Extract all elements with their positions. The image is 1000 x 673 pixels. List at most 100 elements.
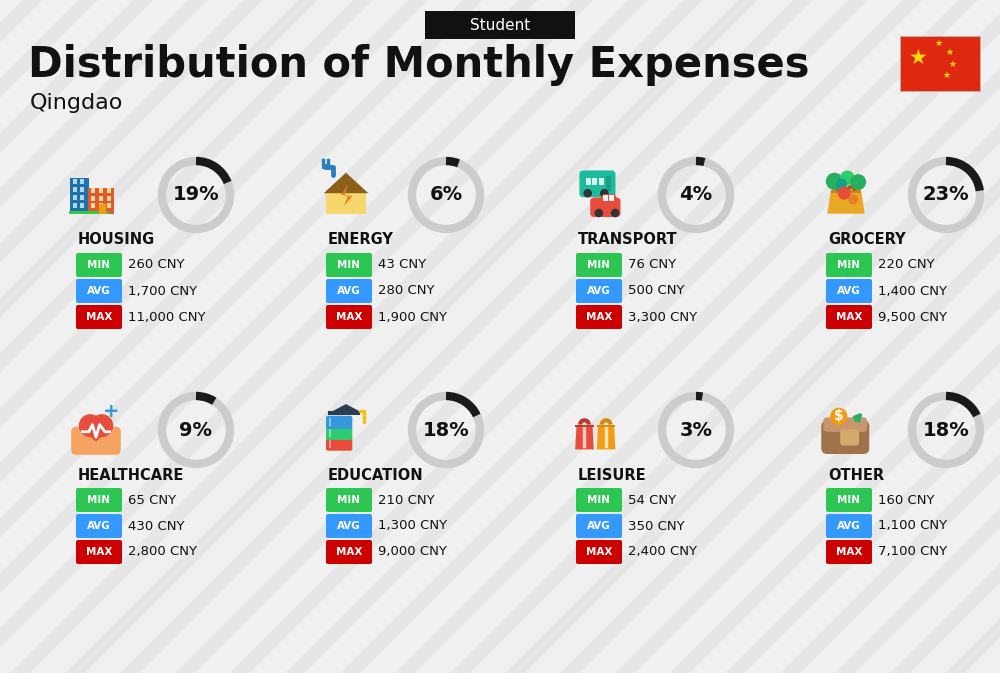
FancyBboxPatch shape bbox=[826, 514, 872, 538]
Bar bbox=[599, 178, 604, 184]
Text: EDUCATION: EDUCATION bbox=[328, 468, 424, 483]
Polygon shape bbox=[332, 404, 360, 411]
Bar bbox=[592, 178, 597, 184]
Text: MAX: MAX bbox=[586, 547, 612, 557]
Bar bbox=[91, 196, 95, 201]
Bar bbox=[99, 204, 106, 214]
Polygon shape bbox=[597, 425, 615, 450]
Text: 6%: 6% bbox=[429, 186, 463, 205]
Text: 9%: 9% bbox=[180, 421, 212, 439]
Text: 1,900 CNY: 1,900 CNY bbox=[378, 310, 447, 324]
Text: LEISURE: LEISURE bbox=[578, 468, 647, 483]
Circle shape bbox=[841, 171, 854, 184]
FancyBboxPatch shape bbox=[826, 540, 872, 564]
FancyBboxPatch shape bbox=[576, 253, 622, 277]
FancyBboxPatch shape bbox=[76, 540, 122, 564]
Text: MAX: MAX bbox=[586, 312, 612, 322]
FancyBboxPatch shape bbox=[826, 305, 872, 329]
FancyBboxPatch shape bbox=[425, 11, 575, 39]
Text: 9,500 CNY: 9,500 CNY bbox=[878, 310, 947, 324]
Polygon shape bbox=[79, 427, 113, 441]
FancyBboxPatch shape bbox=[326, 514, 372, 538]
Bar bbox=[88, 188, 114, 214]
Circle shape bbox=[837, 179, 847, 189]
Bar bbox=[609, 195, 614, 201]
FancyBboxPatch shape bbox=[76, 279, 122, 303]
Circle shape bbox=[831, 409, 847, 424]
FancyBboxPatch shape bbox=[76, 305, 122, 329]
Polygon shape bbox=[575, 425, 594, 450]
Bar bbox=[603, 195, 608, 201]
Text: MIN: MIN bbox=[338, 260, 360, 270]
FancyBboxPatch shape bbox=[326, 253, 372, 277]
FancyBboxPatch shape bbox=[326, 416, 352, 429]
Text: ★: ★ bbox=[948, 60, 956, 69]
Text: AVG: AVG bbox=[837, 286, 861, 296]
Text: 1,700 CNY: 1,700 CNY bbox=[128, 285, 197, 297]
Bar bbox=[329, 419, 331, 427]
Text: Distribution of Monthly Expenses: Distribution of Monthly Expenses bbox=[28, 44, 810, 86]
Bar bbox=[69, 211, 109, 215]
Bar bbox=[73, 179, 77, 184]
Text: 43 CNY: 43 CNY bbox=[378, 258, 426, 271]
Circle shape bbox=[601, 190, 608, 197]
Text: AVG: AVG bbox=[587, 521, 611, 531]
Bar bbox=[329, 440, 331, 448]
FancyBboxPatch shape bbox=[76, 514, 122, 538]
FancyBboxPatch shape bbox=[76, 488, 122, 512]
FancyBboxPatch shape bbox=[840, 429, 859, 446]
Text: ★: ★ bbox=[909, 48, 928, 67]
FancyBboxPatch shape bbox=[76, 253, 122, 277]
Bar bbox=[322, 164, 329, 169]
FancyBboxPatch shape bbox=[326, 305, 372, 329]
Text: 65 CNY: 65 CNY bbox=[128, 493, 176, 507]
Text: 9,000 CNY: 9,000 CNY bbox=[378, 546, 447, 559]
Text: 19%: 19% bbox=[173, 186, 219, 205]
Text: 160 CNY: 160 CNY bbox=[878, 493, 934, 507]
Bar bbox=[80, 187, 84, 192]
Bar bbox=[73, 203, 77, 207]
Text: MAX: MAX bbox=[86, 547, 112, 557]
Text: HOUSING: HOUSING bbox=[78, 232, 155, 248]
Bar bbox=[329, 429, 331, 437]
Bar bbox=[831, 190, 861, 193]
Text: ENERGY: ENERGY bbox=[328, 232, 394, 248]
Bar bbox=[107, 196, 111, 201]
Bar bbox=[70, 178, 89, 214]
Text: MAX: MAX bbox=[336, 547, 362, 557]
Bar bbox=[80, 179, 84, 184]
Text: 2,800 CNY: 2,800 CNY bbox=[128, 546, 197, 559]
Bar bbox=[80, 203, 84, 207]
Text: AVG: AVG bbox=[337, 286, 361, 296]
Circle shape bbox=[611, 209, 619, 217]
FancyBboxPatch shape bbox=[326, 437, 352, 451]
FancyBboxPatch shape bbox=[326, 488, 372, 512]
FancyBboxPatch shape bbox=[576, 488, 622, 512]
Circle shape bbox=[838, 188, 850, 199]
Polygon shape bbox=[341, 184, 352, 207]
Bar bbox=[99, 188, 103, 193]
Text: 11,000 CNY: 11,000 CNY bbox=[128, 310, 206, 324]
Text: 210 CNY: 210 CNY bbox=[378, 493, 435, 507]
Text: +: + bbox=[103, 402, 119, 421]
Text: 7,100 CNY: 7,100 CNY bbox=[878, 546, 947, 559]
Text: 54 CNY: 54 CNY bbox=[628, 493, 676, 507]
Text: 220 CNY: 220 CNY bbox=[878, 258, 935, 271]
Bar bbox=[73, 187, 77, 192]
Text: MAX: MAX bbox=[836, 547, 862, 557]
FancyBboxPatch shape bbox=[590, 197, 621, 217]
FancyBboxPatch shape bbox=[71, 427, 121, 455]
Text: ★: ★ bbox=[934, 39, 942, 48]
Text: $: $ bbox=[834, 409, 844, 423]
Text: ★: ★ bbox=[942, 71, 950, 79]
FancyBboxPatch shape bbox=[826, 279, 872, 303]
Text: Qingdao: Qingdao bbox=[30, 93, 123, 113]
FancyBboxPatch shape bbox=[576, 305, 622, 329]
Text: 1,100 CNY: 1,100 CNY bbox=[878, 520, 947, 532]
Text: 350 CNY: 350 CNY bbox=[628, 520, 685, 532]
Bar bbox=[99, 203, 103, 208]
Text: 2,400 CNY: 2,400 CNY bbox=[628, 546, 697, 559]
Text: AVG: AVG bbox=[837, 521, 861, 531]
Text: Student: Student bbox=[470, 17, 530, 32]
FancyBboxPatch shape bbox=[326, 279, 372, 303]
